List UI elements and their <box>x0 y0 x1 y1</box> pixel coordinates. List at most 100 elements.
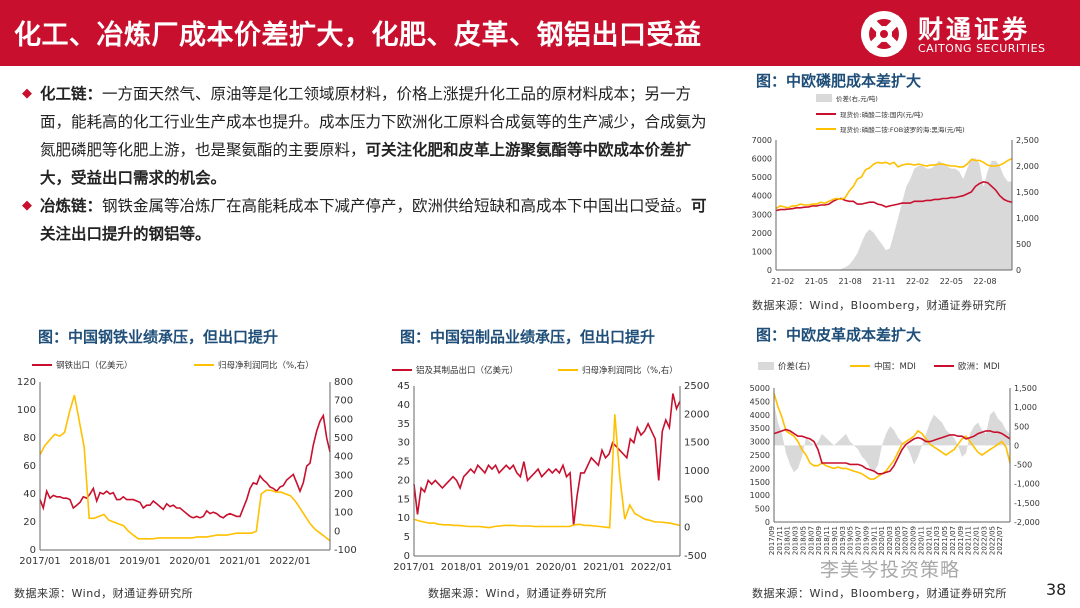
x-tick-label: 21-11 <box>872 277 895 286</box>
x-tick-label: 2019/09 <box>862 526 870 555</box>
x-tick-label: 2018/07 <box>807 526 815 555</box>
y-left-tick-label: 4000 <box>752 192 772 201</box>
y-right-tick-label: 500 <box>1016 240 1031 249</box>
y-right-tick-label: 500 <box>1014 422 1029 431</box>
y-left-tick-label: 1500 <box>750 478 770 487</box>
y-right-tick-label: -1,500 <box>1014 499 1040 508</box>
series-line <box>39 394 331 542</box>
y-right-tick-label: -500 <box>1014 461 1032 470</box>
source-leather: 数据来源：Wind，Bloomberg，财通证券研究所 <box>752 587 1007 600</box>
x-tick-label: 2021/11 <box>965 526 973 555</box>
x-tick-label: 21-05 <box>805 277 828 286</box>
bullet-text: 一方面天然气、原油等是化工领域原材料，价格上涨提升化工品的原材料成本；另一方面，… <box>40 85 707 159</box>
y-right-tick-label: 100 <box>334 508 353 519</box>
bullet-chemical: ◆ 化工链：一方面天然气、原油等是化工领域原材料，价格上涨提升化工品的原材料成本… <box>22 80 712 192</box>
x-tick-label: 2020/09 <box>910 526 918 555</box>
y-right-tick-label: 500 <box>334 433 353 444</box>
page-number: 38 <box>1046 580 1067 599</box>
x-tick-label: 2019/01 <box>119 556 161 567</box>
x-tick-label: 2017/09 <box>768 526 776 555</box>
y-left-tick-label: 2000 <box>752 229 772 238</box>
logo-text-en: CAITONG SECURITIES <box>918 42 1046 55</box>
x-tick-label: 2021/09 <box>957 526 965 555</box>
x-tick-label: 2018/01 <box>69 556 111 567</box>
x-tick-label: 2018/05 <box>799 526 807 555</box>
chart-legend: 价差(右,元/吨) 现货价:磷酸二铵:国内(元/吨) 现货价:磷酸二铵:FOB波罗的… <box>816 94 965 134</box>
series-line <box>413 414 681 529</box>
x-tick-label: 2022/07 <box>996 526 1004 555</box>
chart-title-leather: 图：中欧皮革成本差扩大 <box>756 326 922 344</box>
series-line <box>775 157 1013 210</box>
legend-label: 铝及其制品出口（亿美元） <box>416 365 518 376</box>
x-tick-label: 2022/01 <box>269 556 311 567</box>
y-left-tick-label: 60 <box>23 461 36 472</box>
y-left-tick-label: 500 <box>755 505 770 514</box>
series-line <box>773 428 1011 475</box>
y-right-tick-label: 2,000 <box>1016 162 1039 171</box>
y-right-tick-label: 2,500 <box>1016 136 1039 145</box>
y-left-tick-label: 2500 <box>750 451 770 460</box>
diamond-bullet-icon: ◆ <box>22 198 32 213</box>
bullet-bold-tail: 可关注化肥和皮革上游聚氨酯等中欧成本价差扩大，受益出口需求的机会。 <box>40 141 692 187</box>
bullet-bold-tail: 可关注出口提升的钢铝等。 <box>40 197 707 243</box>
x-tick-label: 2021/07 <box>949 526 957 555</box>
watermark: 李美岑投资策略 <box>820 559 961 581</box>
x-tick-label: 2019/11 <box>870 526 878 555</box>
bullet-head: 冶炼链： <box>40 197 103 215</box>
bullet-head: 化工链： <box>40 85 103 103</box>
series-line <box>39 413 331 519</box>
legend-swatch <box>816 94 832 102</box>
x-tick-label: 22-08 <box>973 277 996 286</box>
logo-emblem-icon <box>861 11 907 57</box>
x-tick-label: 2021/01 <box>583 562 625 573</box>
y-left-tick-label: 35 <box>397 419 410 430</box>
legend-label: 归母净利润同比（%,右） <box>582 365 678 376</box>
y-left-tick-label: 0 <box>404 551 410 562</box>
y-left-tick-label: 15 <box>397 494 410 505</box>
y-left-tick-label: 1000 <box>752 247 772 256</box>
x-tick-label: 2021/01 <box>925 526 933 555</box>
chart-legend: 价差(右) 中国：MDI 欧洲：MDI <box>758 361 1000 372</box>
x-tick-label: 2020/01 <box>169 556 211 567</box>
y-left-tick-label: 30 <box>397 438 410 449</box>
x-tick-label: 2018/11 <box>823 526 831 555</box>
slide-title: 化工、冶炼厂成本价差扩大，化肥、皮革、钢铝出口受益 <box>14 20 702 51</box>
legend-swatch <box>758 362 774 370</box>
y-right-tick-label: 600 <box>334 414 353 425</box>
x-tick-label: 2018/03 <box>792 526 800 555</box>
bullet-smelting: ◆ 冶炼链：钢铁金属等冶炼厂在高能耗成本下减产停产，欧洲供给短缺和高成本下中国出… <box>22 192 712 248</box>
legend-label: 欧洲：MDI <box>958 361 1000 372</box>
y-right-tick-label: 0 <box>1014 441 1019 450</box>
x-tick-label: 2020/07 <box>902 526 910 555</box>
x-tick-label: 21-08 <box>839 277 862 286</box>
x-tick-label: 2020/01 <box>878 526 886 555</box>
y-right-tick-label: 1000 <box>684 466 709 477</box>
series-line <box>773 393 1011 480</box>
y-left-tick-label: 6000 <box>752 155 772 164</box>
chart-phosphate: 价差(右,元/吨) 现货价:磷酸二铵:国内(元/吨) 现货价:磷酸二铵:FOB波罗的… <box>752 94 1039 286</box>
y-left-tick-label: 4000 <box>750 411 770 420</box>
y-left-tick-label: 7000 <box>752 136 772 145</box>
y-right-tick-label: 0 <box>684 523 690 534</box>
x-tick-label: 2019/03 <box>839 526 847 555</box>
x-tick-label: 2022/01 <box>973 526 981 555</box>
chart-steel: 钢铁出口（亿美元） 归母净利润同比（%,右）1201008060402008007… <box>17 360 357 567</box>
y-left-tick-label: 0 <box>30 545 36 556</box>
y-right-tick-label: 2000 <box>684 409 709 420</box>
company-logo: 财通证券 CAITONG SECURITIES <box>858 8 1068 60</box>
x-tick-label: 2018/09 <box>815 526 823 555</box>
logo-text-cn: 财通证券 <box>918 15 1031 44</box>
x-tick-label: 2021/01 <box>219 556 261 567</box>
y-right-tick-label: 500 <box>684 494 703 505</box>
legend-label: 价差(右,元/吨) <box>836 94 878 103</box>
y-left-tick-label: 2000 <box>750 464 770 473</box>
y-left-tick-label: 3000 <box>752 210 772 219</box>
legend-label: 中国：MDI <box>874 361 916 372</box>
series-area <box>776 158 1012 270</box>
y-right-tick-label: 1,000 <box>1016 214 1039 223</box>
series-line <box>413 393 681 526</box>
x-tick-label: 2017/01 <box>19 556 61 567</box>
legend-label: 现货价:磷酸二铵:国内(元/吨) <box>840 110 923 119</box>
y-right-tick-label: 400 <box>334 452 353 463</box>
y-left-tick-label: 20 <box>397 475 410 486</box>
